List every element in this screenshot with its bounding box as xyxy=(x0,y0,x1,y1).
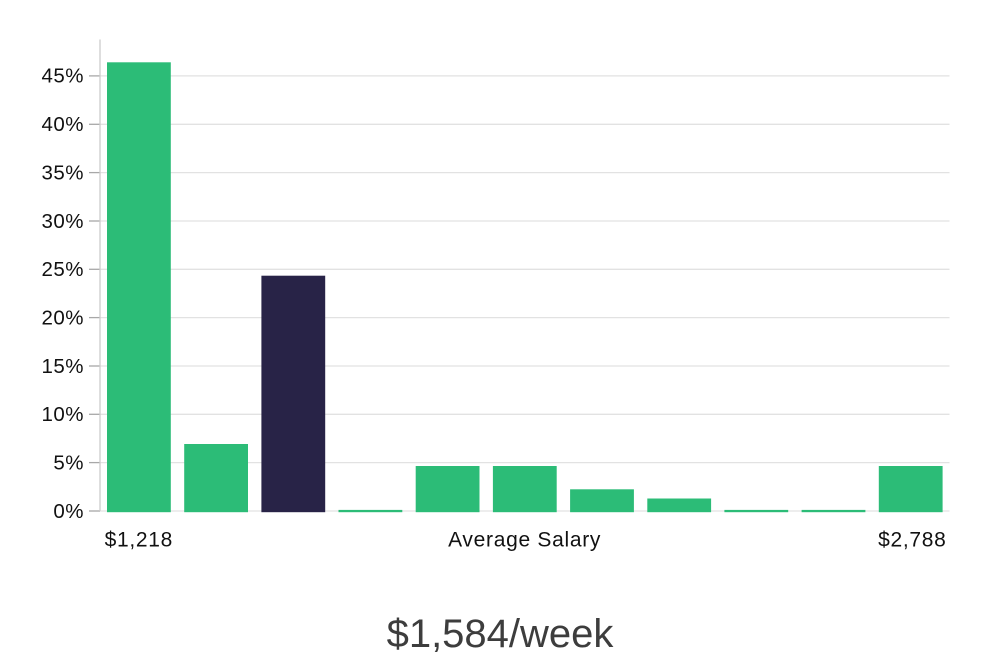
svg-text:$2,788: $2,788 xyxy=(878,529,946,552)
svg-text:40%: 40% xyxy=(41,113,84,136)
svg-text:10%: 10% xyxy=(41,403,84,426)
svg-text:$1,584/week: $1,584/week xyxy=(387,612,615,656)
svg-text:15%: 15% xyxy=(41,355,84,378)
svg-text:20%: 20% xyxy=(41,306,84,329)
svg-text:5%: 5% xyxy=(53,451,84,474)
svg-text:30%: 30% xyxy=(41,210,84,233)
svg-text:35%: 35% xyxy=(41,161,84,184)
svg-text:$1,218: $1,218 xyxy=(105,529,173,552)
svg-text:25%: 25% xyxy=(41,258,84,281)
svg-text:45%: 45% xyxy=(41,65,84,88)
svg-text:0%: 0% xyxy=(53,500,84,523)
svg-text:Average Salary: Average Salary xyxy=(448,529,601,552)
